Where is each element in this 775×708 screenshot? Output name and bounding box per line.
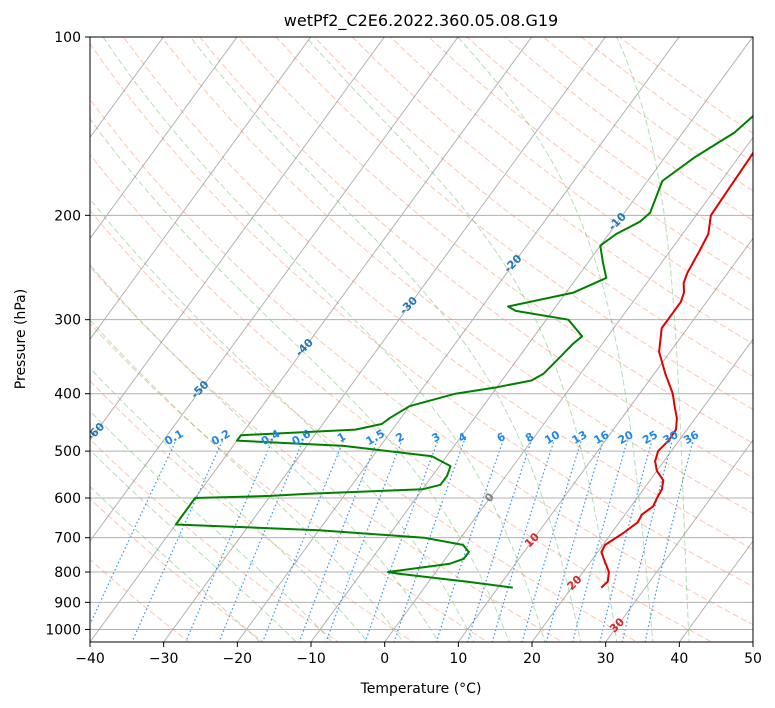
mixing-ratio-line — [131, 440, 224, 642]
x-tick-label: −10 — [296, 651, 326, 667]
x-tick-label: 40 — [670, 651, 688, 667]
y-tick-label: 800 — [54, 565, 81, 581]
x-tick-label: 20 — [523, 651, 541, 667]
isotherm — [90, 37, 533, 642]
x-tick-label: 0 — [380, 651, 389, 667]
y-tick-label: 300 — [54, 313, 81, 329]
isotherm — [384, 136, 753, 642]
isotherm — [236, 37, 680, 642]
x-axis-title: Temperature (°C) — [360, 681, 482, 697]
x-tick-label: 10 — [449, 651, 467, 667]
mixing-ratio-line — [393, 440, 465, 642]
y-tick-label: 700 — [54, 531, 81, 547]
y-tick-label: 200 — [54, 208, 81, 224]
dry-adiabat — [90, 209, 639, 642]
x-tick-label: −20 — [223, 651, 253, 667]
isotherm — [310, 37, 753, 642]
mixing-ratio-line — [185, 440, 273, 642]
dry-adiabat — [389, 37, 753, 313]
dry-adiabat — [90, 558, 190, 642]
isotherm — [457, 237, 753, 642]
x-tick-label: −30 — [149, 651, 179, 667]
isotherm — [163, 37, 606, 642]
moist-adiabat — [90, 198, 475, 642]
isotherm — [531, 338, 753, 642]
x-tick-label: −40 — [75, 651, 105, 667]
y-tick-label: 500 — [54, 444, 81, 460]
x-tick-label: 30 — [597, 651, 615, 667]
mixing-ratio-line — [364, 440, 439, 642]
dry-adiabat — [90, 265, 564, 642]
dewpoint-line — [174, 114, 753, 589]
mixing-ratio-line — [599, 440, 653, 642]
y-tick-label: 600 — [54, 491, 81, 507]
mixing-ratio-line — [521, 440, 582, 642]
mixing-ratio-line — [491, 440, 555, 642]
y-axis-title: Pressure (hPa) — [13, 289, 29, 389]
dry-adiabat — [275, 37, 753, 411]
y-tick-label: 400 — [54, 387, 81, 403]
dry-adiabat — [351, 37, 753, 345]
isotherm — [678, 540, 753, 642]
plot-frame — [89, 36, 754, 643]
dry-adiabat — [160, 37, 753, 514]
mixing-ratio-line — [466, 440, 532, 642]
isotherm — [90, 37, 164, 139]
isotherm — [90, 37, 385, 442]
dry-adiabat — [90, 153, 713, 642]
axes: −40 −30 −20 −10 0 10 20 30 40 50 100 200 300 400 500 60… — [45, 30, 762, 667]
isotherm — [605, 439, 753, 642]
y-tick-label: 900 — [54, 595, 81, 611]
isotherm — [90, 37, 312, 341]
temperature-line — [600, 151, 753, 589]
dry-adiabat — [199, 37, 753, 479]
y-tick-label: 100 — [54, 30, 81, 46]
mixing-ratio-line — [218, 440, 304, 642]
dry-adiabat — [90, 98, 753, 626]
mixing-ratio-line — [545, 440, 604, 642]
isotherm — [90, 37, 238, 240]
x-tick-label: 50 — [744, 651, 762, 667]
mixing-ratio-line — [435, 440, 504, 642]
mixing-ratio-line — [572, 440, 628, 642]
chart-title: wetPf2_C2E6.2022.360.05.08.G19 — [284, 11, 558, 31]
profiles — [174, 114, 753, 589]
dry-adiabat — [90, 380, 414, 642]
isotherm — [90, 37, 459, 542]
dry-adiabat — [90, 438, 340, 642]
dry-adiabat — [90, 42, 753, 588]
y-tick-label: 1000 — [45, 622, 81, 638]
